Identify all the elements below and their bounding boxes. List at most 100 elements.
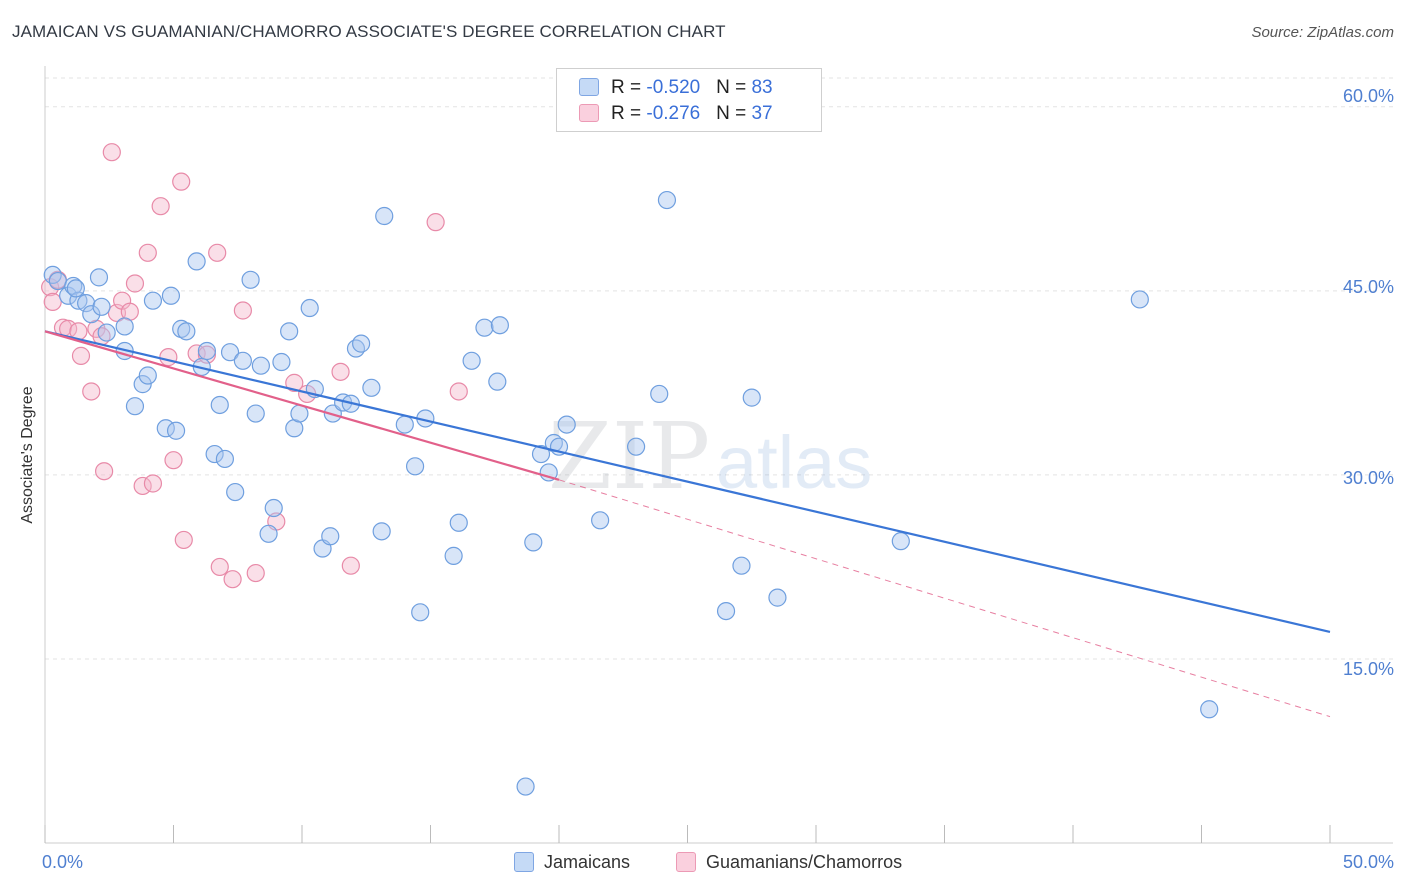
data-point [300,298,319,318]
data-point [233,301,252,320]
data-point [210,557,229,577]
data-point [352,334,371,353]
data-point [66,279,85,298]
data-point [226,482,245,502]
data-point [449,513,468,532]
y-tick-label: 60.0% [1342,86,1394,106]
data-point [405,457,425,476]
legend-row-guamanians: R = -0.276 N = 37 [579,103,773,125]
trend-lines [44,330,1331,718]
data-point [557,415,576,434]
data-point [650,384,669,404]
bottom-legend-guamanians: Guamanians/Chamorros [676,852,902,873]
data-point [488,372,507,391]
legend-n-value: 37 [751,103,773,124]
data-point [475,318,494,337]
legend-r-value: -0.520 [646,77,701,98]
data-point [197,341,217,361]
bottom-legend-label: Jamaicans [544,852,631,872]
x-tick-label: 0.0% [42,852,84,872]
data-point [95,462,114,481]
data-point [626,437,646,456]
data-point [251,356,270,375]
data-point [1130,290,1149,309]
data-point [444,546,463,565]
watermark: ZIP atlas [548,403,872,510]
data-point [125,397,145,416]
data-point [891,532,910,551]
data-point [246,404,265,423]
data-point [43,292,62,311]
data-point [241,270,260,289]
data-point [1200,700,1219,719]
stats-legend: R = -0.520 N = 83 R = -0.276 N = 37 [556,68,822,132]
data-point [591,511,610,530]
data-point [516,777,535,796]
data-point [59,286,78,305]
legend-n-label: N = [716,103,752,124]
watermark-atlas: atlas [716,421,872,504]
data-point [177,322,196,341]
legend-n-label: N = [716,77,752,98]
chart-title: JAMAICAN VS GUAMANIAN/CHAMORRO ASSOCIATE… [12,22,726,41]
data-point [89,268,109,287]
data-point [208,243,227,262]
data-point [426,213,445,232]
data-point [321,527,340,546]
data-point [462,351,481,370]
data-point [102,143,121,162]
y-tick-label: 45.0% [1342,277,1394,297]
data-point [77,294,96,313]
data-point [138,366,157,385]
data-point [411,603,430,622]
watermark-zip: ZIP [548,403,710,510]
legend-r-value: -0.276 [646,103,701,124]
data-point [246,563,265,583]
axes [44,66,1393,844]
data-point [138,243,157,262]
data-point [362,378,381,397]
jamaican-points [43,190,1219,796]
data-point [92,297,111,316]
data-point [272,352,291,372]
data-point [143,474,163,493]
data-point [531,444,551,464]
legend-swatch-blue [579,78,599,96]
data-point [159,348,178,367]
data-point [125,274,145,293]
data-point [115,317,134,336]
x-tick-label: 50.0% [1342,852,1394,872]
data-point [742,388,761,407]
bottom-legend-label: Guamanians/Chamorros [706,852,903,872]
data-point [161,286,181,305]
data-point [233,351,252,370]
data-point [133,375,152,394]
trend-line-guamanians-extension [558,479,1331,718]
legend-n-value: 83 [751,77,773,98]
data-point [174,530,193,550]
data-point [215,449,234,469]
data-point [285,373,304,392]
data-point [716,601,736,621]
data-point [449,382,468,401]
data-point [259,524,278,543]
data-point [71,346,91,365]
trend-line-jamaicans [44,330,1331,634]
legend-r-label: R = [611,103,647,124]
data-point [395,415,414,434]
source-label: Source: ZipAtlas.com [1251,24,1394,41]
legend-row-jamaicans: R = -0.520 N = 83 [579,77,773,99]
data-point [768,588,787,607]
bottom-legend-jamaicans: Jamaicans [514,852,630,873]
data-point [82,382,101,401]
data-point [657,190,677,210]
trend-line-guamanians [44,330,560,481]
data-point [220,343,240,362]
data-point [375,206,394,226]
data-point [490,316,509,335]
data-point [372,522,391,541]
data-point [48,271,67,291]
data-point [97,323,116,342]
legend-r-label: R = [611,77,647,98]
